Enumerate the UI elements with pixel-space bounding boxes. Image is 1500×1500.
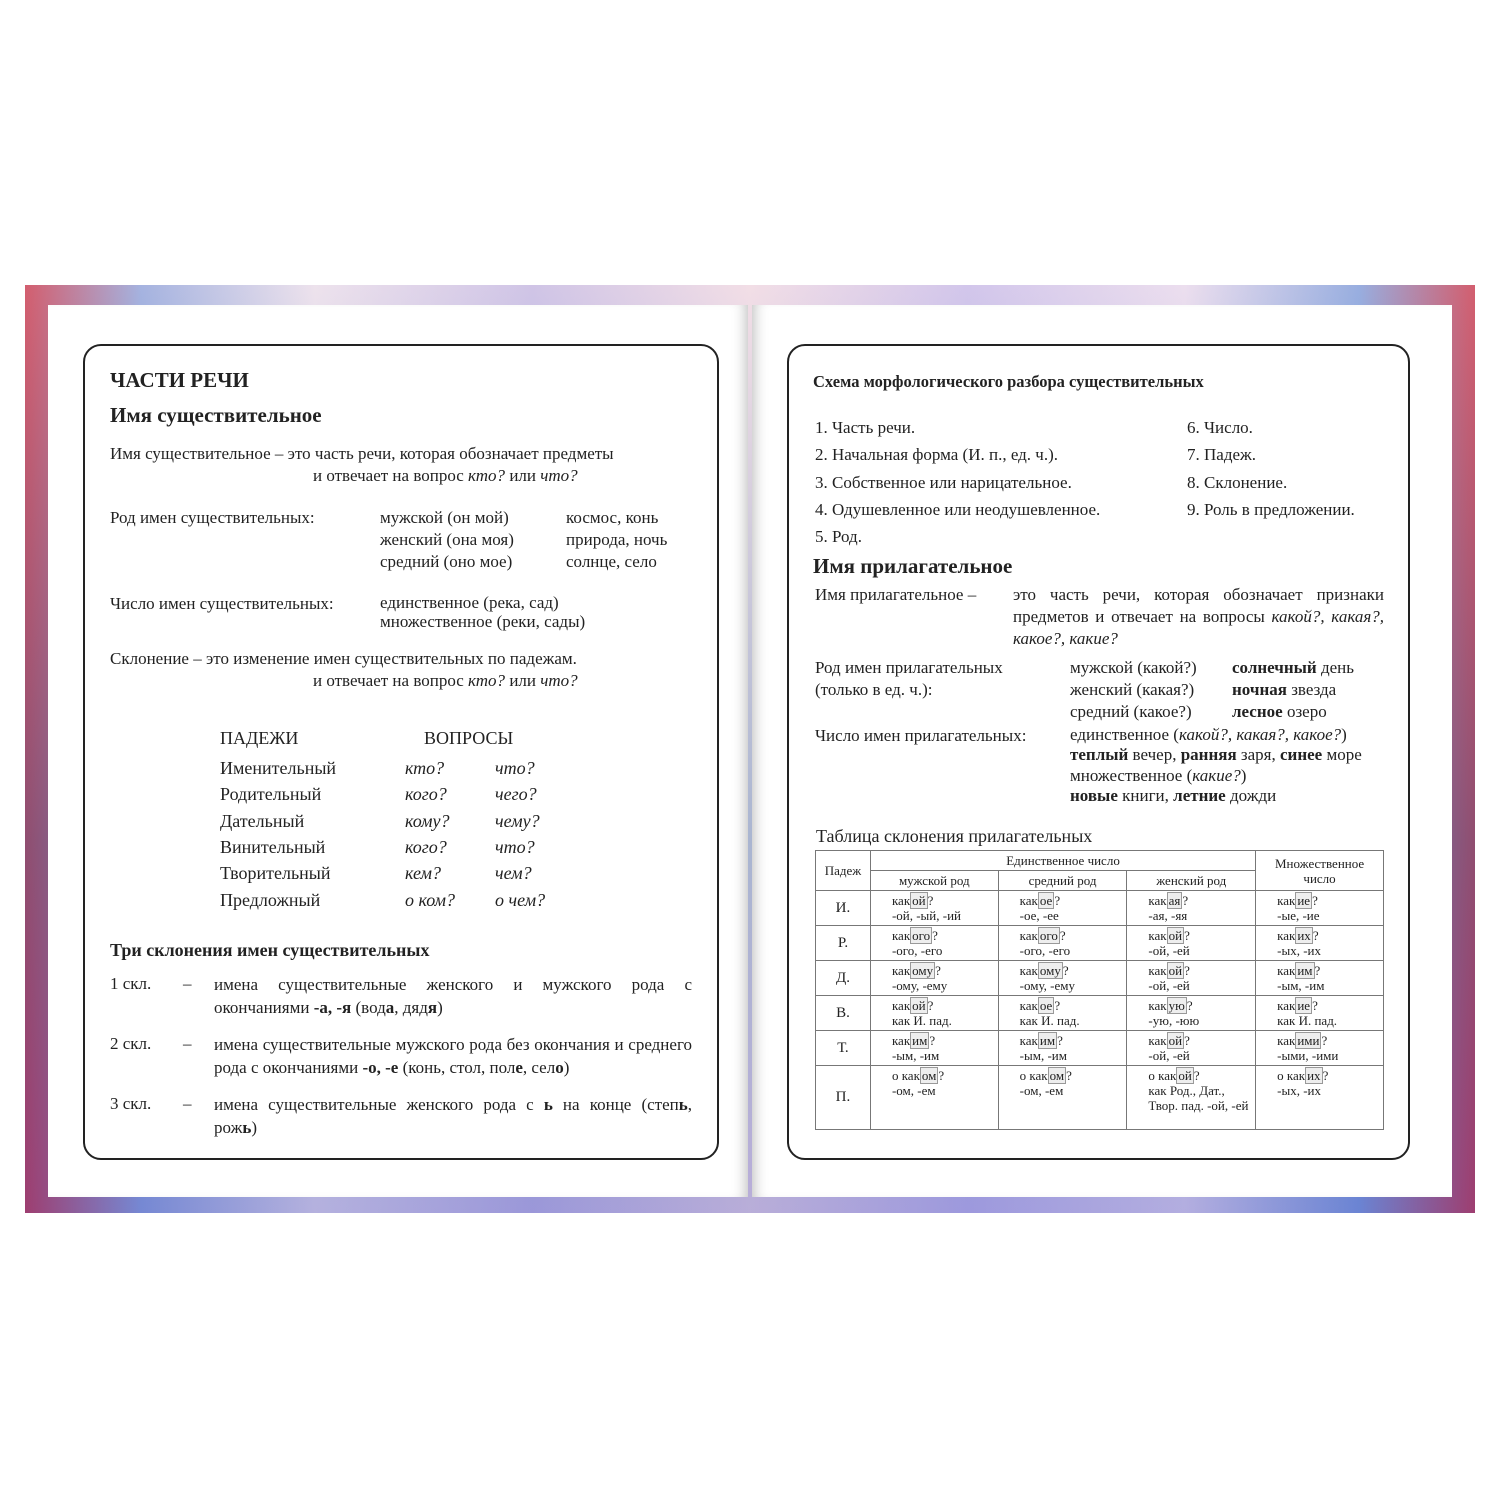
ending-cell: как ое? как И. пад. (997, 995, 1128, 1031)
ending-cell: как ая? -ая, -яя (1126, 890, 1257, 926)
ending-cell: как ой? как И. пад. (869, 995, 999, 1031)
left-page (48, 305, 748, 1197)
adjective-declension-table: Падеж Единственное число Множественное ч… (815, 850, 1384, 1130)
table-row: Д. как ому? -ому, -ему как ому? -ому, -ему как о… (815, 960, 1384, 996)
noun-heading: Имя существительное (110, 403, 322, 427)
table-title: Таблица склонения прилагательных (816, 826, 1093, 846)
ending-cell: как ие? как И. пад. (1255, 995, 1384, 1031)
dash: – (183, 1094, 192, 1113)
ending-cell: о как их? -ых, -их (1255, 1065, 1384, 1130)
table-row: И. как ой? -ой, -ый, -ий как ое? -ое, -ее как ая… (815, 890, 1384, 926)
case-question: что? (495, 758, 535, 778)
declension-definition-cont: и отвечает на вопрос кто? или что? (313, 671, 578, 690)
noun-definition: Имя существительное – это часть речи, ко… (110, 444, 614, 463)
questions-header: ВОПРОСЫ (424, 728, 514, 748)
ending-cell: как ой? -ой, -ый, -ий (869, 890, 999, 926)
ending-cell: о как ом? -ом, -ем (869, 1065, 999, 1130)
case-question: что? (495, 836, 535, 857)
ending-cell: о как ом? -ом, -ем (997, 1065, 1128, 1130)
ending-cell: как им? -ым, -им (869, 1030, 999, 1066)
ending-cell: как ого? -ого, -его (869, 925, 999, 961)
case-question: кому? (405, 810, 450, 831)
case-question: чего? (495, 784, 537, 805)
header-masculine: мужской род (869, 870, 999, 891)
case-cell: В. (815, 995, 871, 1031)
header-feminine: женский род (1126, 870, 1257, 891)
left-frame (83, 344, 719, 1160)
case-name: Творительный (220, 863, 331, 884)
ending-cell: как ой? -ой, -ей (1126, 1030, 1257, 1066)
declension-definition: Склонение – это изменение имен существит… (110, 649, 577, 668)
section-title: ЧАСТИ РЕЧИ (110, 368, 249, 392)
adj-number-label: Число имен прилагательных: (815, 726, 1027, 745)
adjective-definition-label: Имя прилагательное – (815, 585, 977, 604)
ending-cell: как ому? -ому, -ему (869, 960, 999, 996)
header-case: Падеж (815, 850, 871, 891)
case-cell: Т. (815, 1030, 871, 1066)
case-question: о ком? (405, 889, 456, 910)
ending-cell: как ими? -ыми, -ими (1255, 1030, 1384, 1066)
ending-cell: как ого? -ого, -его (997, 925, 1128, 961)
declension-description: имена существительные женского рода с ь … (214, 1095, 692, 1137)
case-cell: Д. (815, 960, 871, 996)
adjective-definition: это часть речи, которая обозначает призн… (1013, 585, 1384, 648)
ending-cell: как ому? -ому, -ему (997, 960, 1128, 996)
header-plural: Множественное число (1255, 850, 1384, 891)
declension-description: имена существительные женского и мужског… (214, 975, 692, 1017)
header-neuter: средний род (997, 870, 1128, 891)
adj-gender-label: Род имен прилагательных (только в ед. ч.)… (815, 658, 1003, 699)
case-cell: И. (815, 890, 871, 926)
ending-cell: как ие? -ые, -ие (1255, 890, 1384, 926)
ending-cell: как ую? -ую, -юю (1126, 995, 1257, 1031)
gender-examples: космос, конь природа, ночь солнце, село (566, 508, 668, 571)
scheme-title: Схема морфологического разбора существит… (813, 372, 1204, 391)
table-row: П. о как ом? -ом, -ем о как ом? -ом, -ем о как о… (815, 1065, 1384, 1130)
case-name: Именительный (220, 758, 337, 778)
dash: – (183, 974, 192, 993)
declension-label: 1 скл. (110, 974, 152, 993)
ending-cell: как их? -ых, -их (1255, 925, 1384, 961)
dash: – (183, 1034, 192, 1053)
ending-cell: о как ой? как Род., Дат., Твор. пад. -ой, … (1126, 1065, 1257, 1130)
ending-cell: как ой? -ой, -ей (1126, 925, 1257, 961)
case-question: кого? (405, 784, 447, 805)
number-label: Число имен существительных: (110, 594, 334, 613)
case-name: Родительный (220, 784, 322, 805)
adjective-heading: Имя прилагательное (813, 554, 1013, 578)
header-singular: Единственное число (869, 850, 1257, 871)
table-row: Т. как им? -ым, -им как им? -ым, -им как ой? -ой,… (815, 1030, 1384, 1066)
number-list: единственное (река, сад) множественное (р… (380, 593, 586, 631)
declension-label: 3 скл. (110, 1094, 152, 1113)
case-question: чем? (495, 863, 532, 884)
right-frame (787, 344, 1410, 1160)
table-row: Р. как ого? -ого, -его как ого? -ого, -его как о… (815, 925, 1384, 961)
case-question: чему? (495, 810, 540, 831)
case-question: кого? (405, 836, 447, 857)
scheme-list-1: 1. Часть речи. 2. Начальная форма (И. п.,… (815, 418, 1101, 547)
table-row: В. как ой? как И. пад. как ое? как И. пад. как у… (815, 995, 1384, 1031)
ending-cell: как им? -ым, -им (997, 1030, 1128, 1066)
scheme-list-2: 6. Число. 7. Падеж. 8. Склонение. 9. Роль в… (1187, 418, 1355, 519)
cases-header: ПАДЕЖИ (220, 728, 299, 748)
three-declensions-heading: Три склонения имен существительных (110, 940, 430, 960)
case-question: о чем? (495, 889, 546, 910)
case-cell: П. (815, 1065, 871, 1130)
adj-number-list: единственное (какой?, какая?, какое?) те… (1070, 725, 1362, 805)
noun-definition-cont: и отвечает на вопрос кто? или что? (313, 466, 578, 485)
case-question: кто? (405, 758, 445, 778)
declension-label: 2 скл. (110, 1034, 152, 1053)
case-name: Винительный (220, 836, 326, 857)
ending-cell: как ой? -ой, -ей (1126, 960, 1257, 996)
case-name: Дательный (220, 810, 305, 831)
adj-gender-list: мужской (какой?) женский (какая?) средний … (1070, 658, 1197, 721)
case-name: Предложный (220, 889, 321, 910)
adj-gender-examples: солнечный день ночная звезда лесное озер… (1232, 658, 1355, 721)
ending-cell: как им? -ым, -им (1255, 960, 1384, 996)
ending-cell: как ое? -ое, -ее (997, 890, 1128, 926)
declension-description: имена существительные мужского рода без … (214, 1035, 692, 1077)
gender-list: мужской (он мой) женский (она моя) средний… (380, 508, 514, 571)
gender-label: Род имен существительных: (110, 508, 315, 527)
case-question: кем? (405, 863, 441, 884)
case-cell: Р. (815, 925, 871, 961)
